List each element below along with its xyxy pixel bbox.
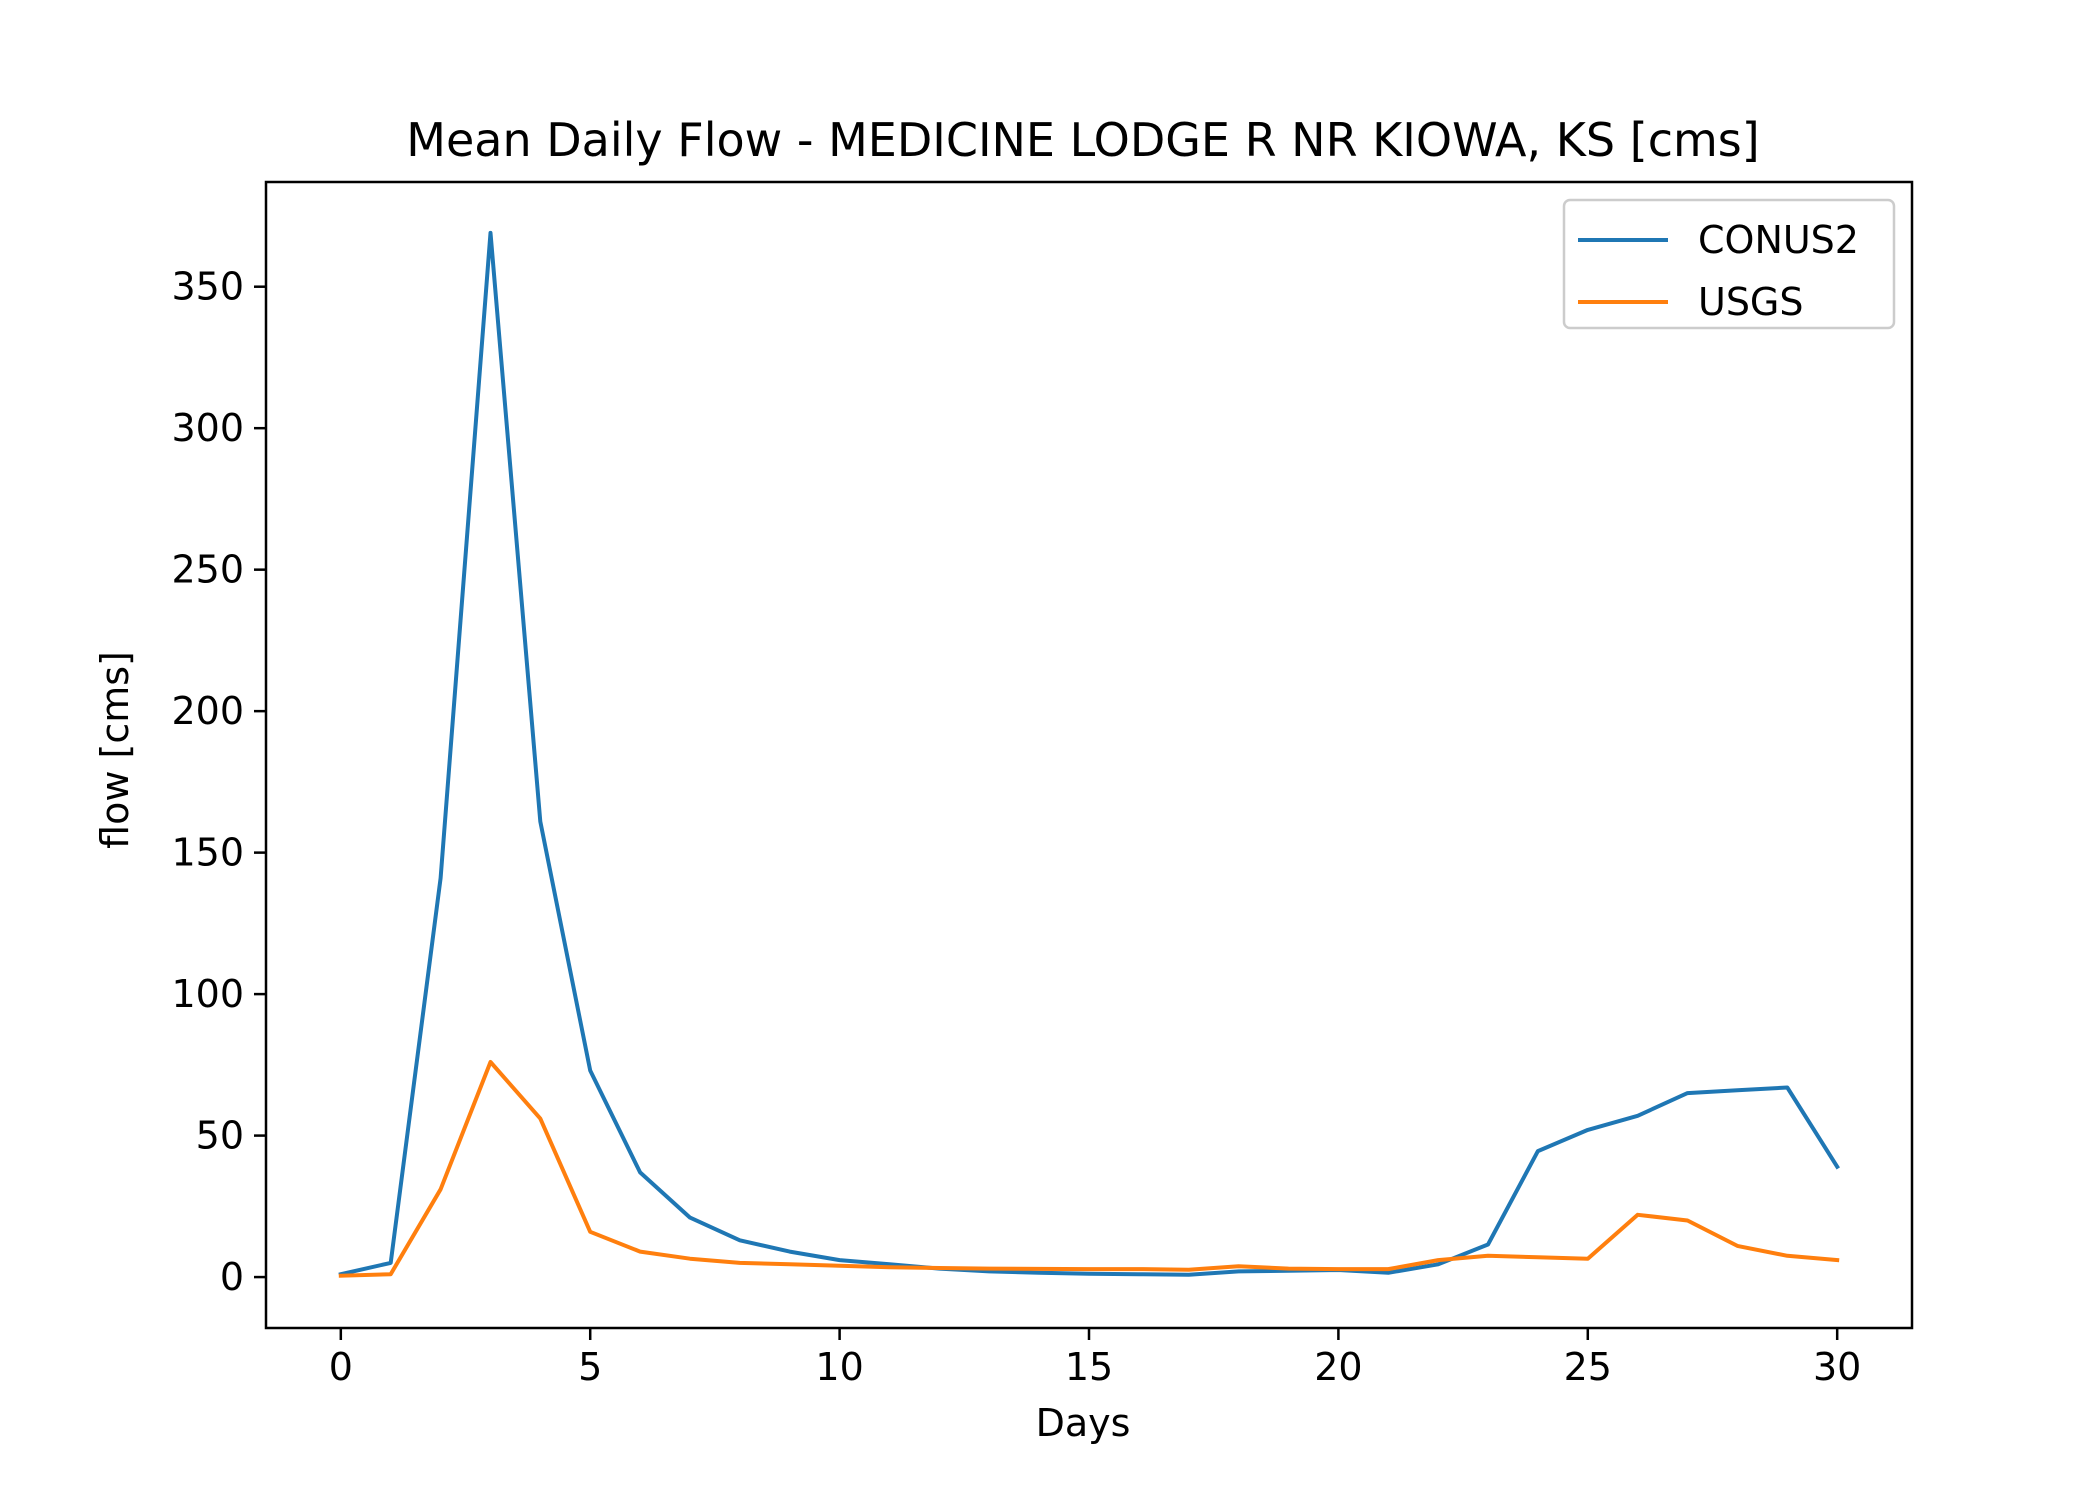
x-tick-label: 20: [1314, 1345, 1362, 1389]
y-tick-label: 350: [171, 265, 244, 309]
x-tick-label: 15: [1065, 1345, 1113, 1389]
y-tick-label: 300: [171, 406, 244, 450]
x-tick-label: 25: [1564, 1345, 1612, 1389]
x-tick-label: 5: [578, 1345, 602, 1389]
x-tick-label: 10: [815, 1345, 863, 1389]
plot-area: 0 5 10 15 20 25 30 0 50 100 150 200 250 300 350: [171, 180, 1914, 1389]
legend: CONUS2 USGS: [1562, 198, 1896, 330]
series-line-conus2: [338, 230, 1840, 1277]
series-line-usgs: [338, 1060, 1840, 1278]
legend-box: [1562, 198, 1896, 330]
x-tick-label: 30: [1813, 1345, 1861, 1389]
x-axis-label: Days: [1036, 1401, 1131, 1445]
x-axis: 0 5 10 15 20 25 30: [329, 1328, 1861, 1389]
y-tick-label: 0: [220, 1255, 244, 1299]
y-axis-label: flow [cms]: [93, 651, 137, 849]
legend-label-conus2: CONUS2: [1698, 218, 1859, 262]
y-tick-label: 150: [171, 831, 244, 875]
y-axis: 0 50 100 150 200 250 300 350: [171, 265, 266, 1299]
y-tick-label: 200: [171, 689, 244, 733]
chart-title: Mean Daily Flow - MEDICINE LODGE R NR KI…: [406, 113, 1759, 167]
series-layer: [338, 230, 1840, 1278]
y-tick-label: 100: [171, 972, 244, 1016]
y-tick-label: 50: [196, 1114, 244, 1158]
x-tick-label: 0: [329, 1345, 353, 1389]
legend-label-usgs: USGS: [1698, 280, 1804, 324]
y-tick-label: 250: [171, 548, 244, 592]
